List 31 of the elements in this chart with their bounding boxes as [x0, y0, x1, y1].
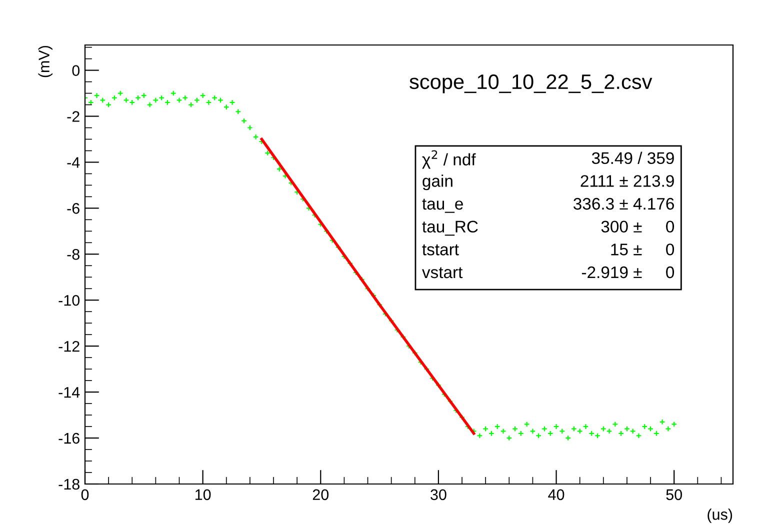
- annotation: 2111 ± 213.9: [580, 175, 674, 187]
- y-tick-label: -14: [58, 387, 80, 398]
- annotation: 336.3 ± 4.176: [574, 198, 674, 210]
- y-tick-label: -2: [67, 111, 80, 122]
- y-tick-label: -4: [67, 157, 80, 168]
- annotation: χ$^{2}$ / ndf: [422, 150, 476, 169]
- y-tick-label: -12: [58, 340, 80, 352]
- y-tick-label: -8: [67, 249, 80, 260]
- y-tick-label: 0: [72, 65, 80, 76]
- annotation: 15 ± 0: [611, 244, 674, 256]
- x-axis-title: (us): [708, 508, 732, 523]
- x-tick-label: 10: [195, 489, 211, 500]
- y-tick-label: -6: [67, 203, 80, 214]
- annotation: tstart: [422, 244, 459, 256]
- y-tick-label: -10: [58, 294, 80, 306]
- y-axis-title: (mV): [38, 46, 52, 78]
- x-tick-label: 50: [666, 489, 682, 500]
- annotation: 35.49 / 359: [592, 152, 674, 164]
- x-tick-label: 40: [548, 489, 564, 500]
- annotation: tau_RC: [422, 220, 478, 236]
- x-tick-label: 0: [81, 489, 89, 500]
- text: scope_10_10_22_5_2.csv: [410, 74, 652, 94]
- annotation: 300 ± 0: [601, 220, 674, 233]
- y-tick-label: -16: [58, 432, 80, 444]
- annotation: vstart: [422, 267, 463, 278]
- annotation: -2.919 ± 0: [582, 266, 674, 278]
- y-tick-label: -18: [58, 478, 80, 490]
- annotation: gain: [422, 174, 452, 190]
- x-tick-label: 20: [312, 489, 329, 500]
- x-tick-label: 30: [430, 489, 446, 500]
- annotation: tau_e: [422, 198, 463, 213]
